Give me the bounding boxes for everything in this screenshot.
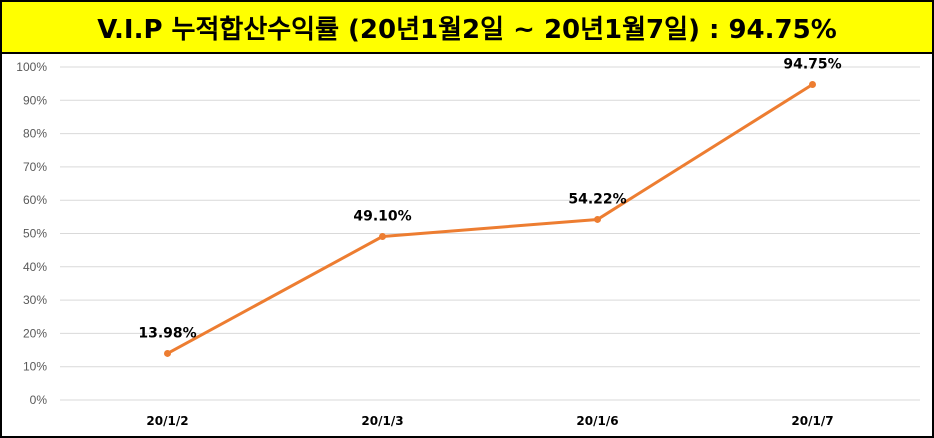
x-tick-label: 20/1/7 xyxy=(791,414,833,428)
y-tick-label: 90% xyxy=(23,93,47,107)
x-tick-label: 20/1/6 xyxy=(576,414,618,428)
data-label: 54.22% xyxy=(568,191,626,207)
title-bar: V.I.P 누적합산수익률 (20년1월2일 ~ 20년1월7일) : 94.7… xyxy=(2,2,932,54)
line-chart: 0% 10% 20% 30% 40% 50% 60% 70% 80% 90% 100% 20/1/2 2… xyxy=(16,56,920,428)
y-tick-label: 20% xyxy=(23,326,47,340)
y-tick-label: 60% xyxy=(23,193,47,207)
y-tick-label: 70% xyxy=(23,160,47,174)
data-label: 94.75% xyxy=(783,56,841,72)
data-point xyxy=(164,349,171,357)
series-line xyxy=(166,82,814,355)
y-tick-label: 10% xyxy=(23,360,47,374)
y-tick-label: 50% xyxy=(23,227,47,241)
y-tick-label: 0% xyxy=(30,393,48,407)
data-label: 49.10% xyxy=(353,208,411,224)
y-tick-label: 100% xyxy=(16,60,47,74)
data-label: 13.98% xyxy=(138,325,196,341)
data-point xyxy=(594,215,601,223)
y-tick-label: 80% xyxy=(23,127,47,141)
chart-title: V.I.P 누적합산수익률 (20년1월2일 ~ 20년1월7일) : 94.7… xyxy=(97,14,837,45)
data-point xyxy=(379,232,386,240)
y-tick-label: 40% xyxy=(23,260,47,274)
y-tick-label: 30% xyxy=(23,293,47,307)
x-tick-label: 20/1/2 xyxy=(146,414,188,428)
data-point xyxy=(809,80,816,88)
x-tick-label: 20/1/3 xyxy=(361,414,403,428)
